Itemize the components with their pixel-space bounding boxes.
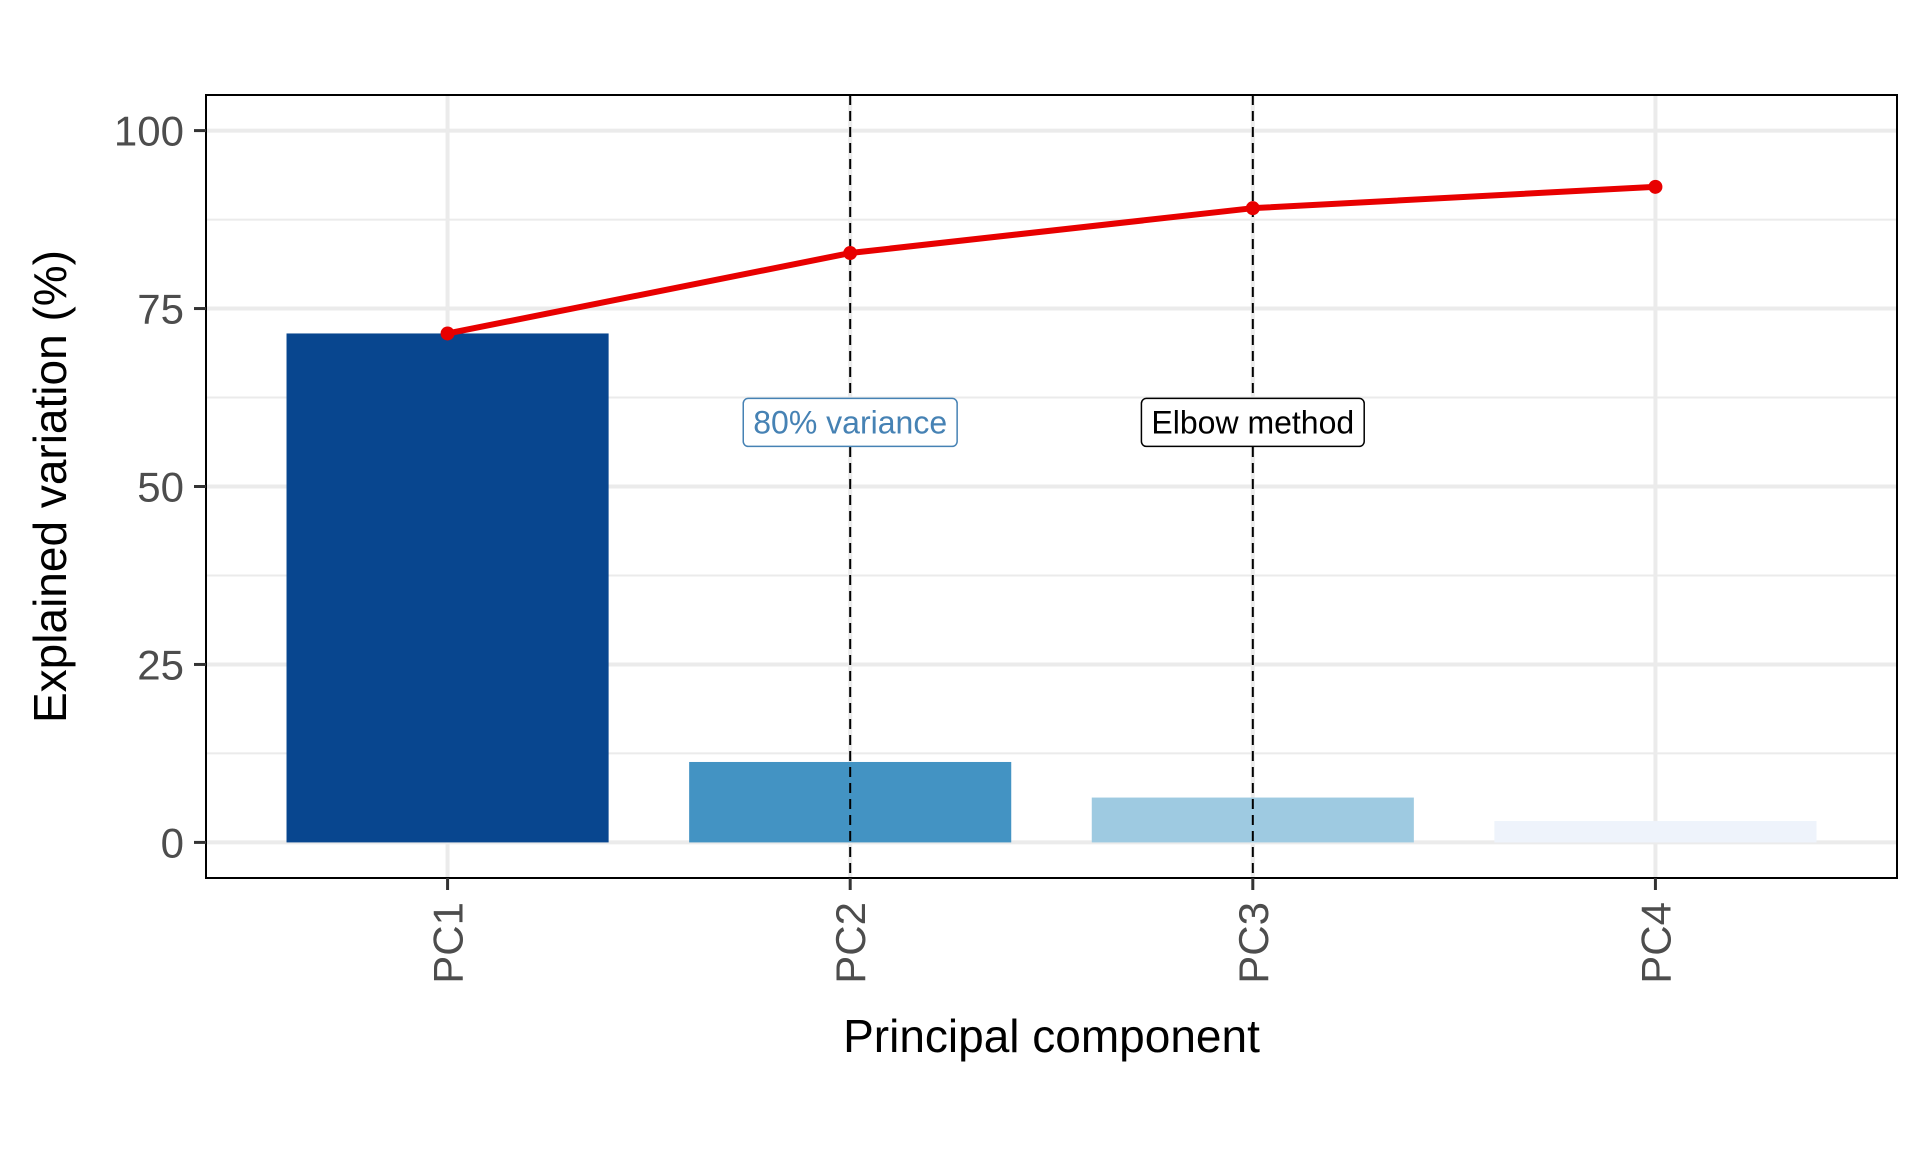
- y-tick-label: 25: [137, 641, 184, 688]
- cumulative-point-pc2: [843, 246, 858, 261]
- annotation-box: [1140, 397, 1365, 448]
- x-tick-label: PC4: [1632, 902, 1679, 984]
- x-tick-label: PC2: [827, 902, 874, 984]
- axes: 0 25 50 75 100 PC1 PC2 PC3 PC4: [114, 108, 1680, 984]
- x-axis-title: Principal component: [843, 1010, 1260, 1062]
- y-tick-label: 100: [114, 108, 184, 155]
- y-tick-label: 50: [137, 464, 184, 511]
- bar-pc4: [1494, 821, 1817, 843]
- bars: [286, 333, 1817, 843]
- annotations: 80% variance Elbow method: [742, 397, 1365, 448]
- annotation-text: Elbow method: [1151, 404, 1354, 440]
- annotation-box: [742, 397, 958, 448]
- cumulative-line: [440, 179, 1663, 341]
- y-axis-title: Explained variation (%): [24, 250, 76, 723]
- cumulative-point-pc3: [1245, 201, 1260, 216]
- bar-pc1: [286, 333, 609, 843]
- reference-lines: [849, 95, 1254, 878]
- x-tick-label: PC1: [425, 902, 472, 984]
- cumulative-variance-line: [446, 183, 1656, 337]
- y-tick-label: 75: [137, 286, 184, 333]
- cumulative-point-pc1: [440, 326, 455, 341]
- y-tick-label: 0: [161, 819, 184, 866]
- annotation-label-0: 80% variance: [742, 397, 958, 448]
- annotation-label-1: Elbow method: [1140, 397, 1365, 448]
- cumulative-point-pc4: [1648, 179, 1663, 194]
- annotation-text: 80% variance: [753, 404, 947, 440]
- x-tick-label: PC3: [1230, 902, 1277, 984]
